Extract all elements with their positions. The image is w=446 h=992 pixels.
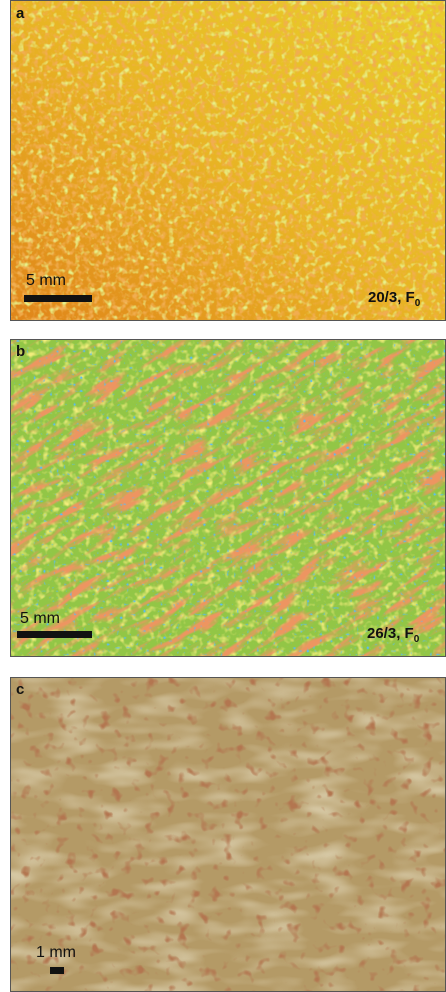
scale-bar (17, 631, 92, 638)
panel-label: a (16, 5, 25, 22)
caption-subscript: 0 (415, 298, 421, 309)
scale-bar-label: 5 mm (20, 610, 60, 627)
caption-subscript: 0 (414, 634, 420, 645)
scale-bar (24, 295, 92, 302)
panel-a-image (10, 0, 446, 321)
caption-text: 26/3, F (367, 625, 414, 642)
panel-caption: 26/3, F0 (367, 625, 420, 645)
panel-caption: 20/3, F0 (368, 289, 421, 309)
caption-text: 20/3, F (368, 289, 415, 306)
panel-label: c (16, 681, 24, 698)
figure: a 5 mm 20/3, F0 b 5 mm 26/3, F0 c 1 mm (0, 0, 446, 992)
scale-bar (50, 967, 64, 974)
panel-label: b (16, 343, 25, 360)
scale-bar-label: 1 mm (36, 944, 76, 961)
scale-bar-label: 5 mm (26, 272, 66, 289)
